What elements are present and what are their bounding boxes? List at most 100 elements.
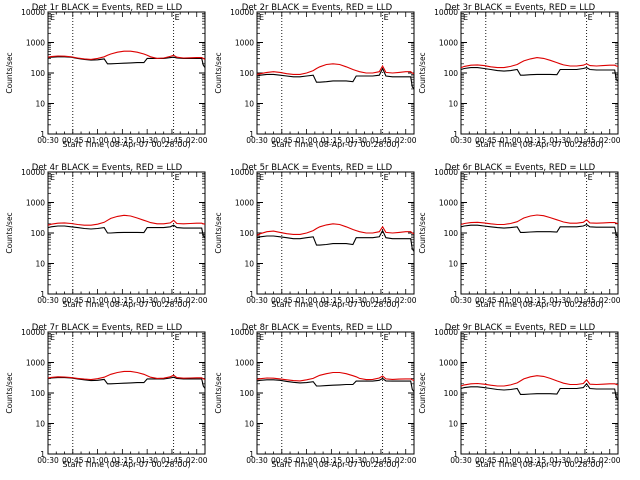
x-tick-label: 00:45 (271, 456, 293, 465)
x-tick-label: 01:15 (112, 136, 134, 145)
y-tick-label: 1 (453, 450, 458, 459)
x-tick-label: 00:30 (37, 296, 59, 305)
x-tick-label: 00:45 (475, 456, 497, 465)
y-tick-label: 1000 (26, 199, 45, 208)
y-axis-label: Counts/sec (214, 52, 223, 93)
y-axis-label: Counts/sec (418, 372, 427, 413)
y-tick-label: 100 (444, 389, 459, 398)
y-tick-label: 10000 (434, 328, 458, 337)
series-line-events (47, 56, 206, 68)
corner-mark-left: E (259, 333, 264, 342)
plot-frame (256, 331, 415, 455)
corner-mark-left: E (259, 173, 264, 182)
x-tick-label: 00:45 (271, 296, 293, 305)
x-axis-label: Start Time (08-Apr-07 00:28:00) (62, 460, 190, 469)
y-tick-label: 1000 (439, 359, 458, 368)
y-tick-label: 100 (444, 229, 459, 238)
y-tick-label: 10000 (230, 168, 254, 177)
x-tick-label: 01:30 (549, 136, 571, 145)
panel-title: Det 2r BLACK = Events, RED = LLD (242, 3, 393, 13)
x-tick-label: 01:00 (296, 296, 318, 305)
x-tick-label: 01:00 (500, 456, 522, 465)
series-line-lld (47, 50, 206, 60)
x-tick-label: 01:15 (112, 296, 134, 305)
x-tick-label: 01:30 (549, 296, 571, 305)
series-line-events (256, 229, 415, 252)
x-axis-label: Start Time (08-Apr-07 00:28:00) (271, 140, 399, 149)
y-tick-label: 100 (31, 69, 46, 78)
y-axis-label: Counts/sec (418, 52, 427, 93)
x-tick-label: 00:30 (37, 136, 59, 145)
x-tick-label: 00:30 (246, 136, 268, 145)
x-tick-label: 01:45 (370, 136, 392, 145)
x-tick-label: 01:30 (549, 456, 571, 465)
x-tick-label: 01:15 (525, 296, 547, 305)
chart-panel-4: Det 4r BLACK = Events, RED = LLD 1 10 100 10… (5, 163, 208, 309)
x-tick-label: 02:00 (599, 296, 621, 305)
y-tick-label: 1 (249, 450, 254, 459)
y-tick-label: 10000 (21, 328, 45, 337)
corner-mark-marker: E (588, 333, 593, 342)
x-tick-label: 00:30 (450, 456, 472, 465)
y-tick-label: 1 (453, 130, 458, 139)
y-tick-label: 100 (240, 69, 255, 78)
x-axis-label: Start Time (08-Apr-07 00:28:00) (271, 460, 399, 469)
y-tick-label: 10 (244, 100, 254, 109)
x-tick-label: 02:00 (186, 296, 208, 305)
panel-title: Det 5r BLACK = Events, RED = LLD (242, 163, 393, 173)
series-line-lld (47, 370, 206, 381)
x-tick-label: 02:00 (186, 456, 208, 465)
y-tick-label: 10000 (434, 168, 458, 177)
panel-title: Det 7r BLACK = Events, RED = LLD (32, 323, 183, 333)
y-axis-label: Counts/sec (214, 212, 223, 253)
plot-frame (460, 11, 619, 135)
y-tick-label: 10000 (230, 328, 254, 337)
chart-panel-2: Det 2r BLACK = Events, RED = LLD 1 10 100 10… (214, 3, 417, 149)
corner-mark-marker: E (384, 173, 389, 182)
y-axis-label: Counts/sec (5, 212, 14, 253)
y-tick-label: 1000 (235, 199, 254, 208)
x-tick-label: 01:15 (321, 296, 343, 305)
y-tick-label: 100 (444, 69, 459, 78)
x-tick-label: 01:45 (370, 296, 392, 305)
y-tick-label: 10 (244, 420, 254, 429)
series-line-lld (47, 214, 206, 226)
y-axis-label: Counts/sec (214, 372, 223, 413)
y-tick-label: 1 (40, 450, 45, 459)
x-tick-label: 00:30 (450, 136, 472, 145)
x-tick-label: 01:45 (574, 456, 596, 465)
x-axis-label: Start Time (08-Apr-07 00:28:00) (475, 300, 603, 309)
x-tick-label: 00:45 (271, 136, 293, 145)
panel-title: Det 4r BLACK = Events, RED = LLD (32, 163, 183, 173)
series-line-events (460, 382, 619, 401)
corner-mark-left: E (259, 13, 264, 22)
y-tick-label: 1000 (439, 199, 458, 208)
y-tick-label: 100 (240, 229, 255, 238)
y-tick-label: 10 (35, 420, 45, 429)
x-axis-label: Start Time (08-Apr-07 00:28:00) (62, 140, 190, 149)
chart-panel-3: Det 3r BLACK = Events, RED = LLD 1 10 100 10… (418, 3, 621, 149)
y-tick-label: 10000 (434, 8, 458, 17)
series-line-lld (460, 214, 619, 226)
plot-frame (47, 11, 206, 135)
y-tick-label: 1000 (26, 359, 45, 368)
series-line-lld (256, 223, 415, 236)
y-tick-label: 1 (249, 130, 254, 139)
y-tick-label: 10 (448, 420, 458, 429)
y-tick-label: 10 (35, 100, 45, 109)
x-tick-label: 01:45 (574, 296, 596, 305)
chart-panel-8: Det 8r BLACK = Events, RED = LLD 1 10 100 10… (214, 323, 417, 469)
corner-mark-left: E (463, 13, 468, 22)
y-tick-label: 100 (31, 389, 46, 398)
y-tick-label: 10 (448, 260, 458, 269)
series-line-events (256, 67, 415, 90)
y-tick-label: 1 (40, 130, 45, 139)
chart-panel-5: Det 5r BLACK = Events, RED = LLD 1 10 100 10… (214, 163, 417, 309)
corner-mark-marker: E (175, 173, 180, 182)
series-line-events (460, 223, 619, 238)
y-tick-label: 10000 (21, 8, 45, 17)
corner-mark-left: E (50, 173, 55, 182)
x-tick-label: 00:45 (475, 136, 497, 145)
plot-frame (47, 171, 206, 295)
